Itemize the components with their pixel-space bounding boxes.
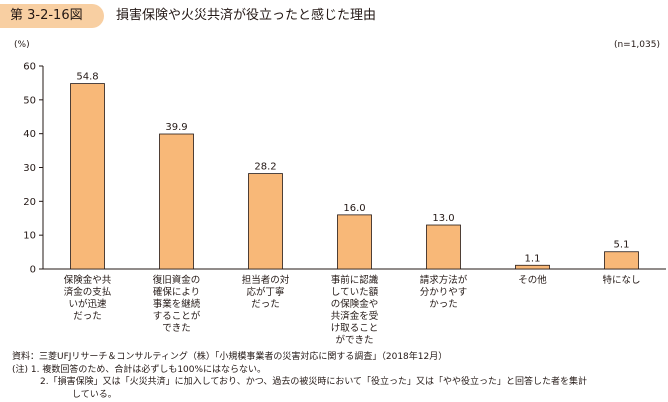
x-category-label-line: 保険金や共 (64, 274, 112, 286)
x-category-label-line: いが迅速 (68, 298, 107, 310)
x-category-label-line: 特になし (602, 274, 640, 286)
source-note: 資料：三菱UFJリサーチ＆コンサルティング（株）「小規模事業者の災害対応に関する… (12, 352, 448, 362)
bar (159, 133, 194, 270)
data-label: 16.0 (343, 203, 365, 214)
x-category-label-line: の保険金や (331, 298, 379, 310)
bar (426, 224, 461, 270)
bar (604, 251, 639, 270)
x-category-label-line: 復旧資金の (153, 274, 201, 286)
x-category-label-line: 担当者の対 (242, 274, 290, 286)
x-category-label: 事前に認識していた額の保険金や共済金を受け取ることができた (331, 274, 379, 346)
y-axis-unit-label: (%) (14, 40, 30, 50)
chart-notes: 資料：三菱UFJリサーチ＆コンサルティング（株）「小規模事業者の災害対応に関する… (12, 351, 587, 401)
x-category-label: 復旧資金の確保により事業を継続することができた (153, 274, 201, 334)
note-1: (注) 1. 複数回答のため、合計は必ずしも100%にはならない。 (12, 364, 267, 375)
bar (337, 214, 372, 270)
x-category-label: 特になし (602, 274, 640, 286)
x-category-label: その他 (518, 274, 547, 286)
y-tick-label: 40 (23, 129, 36, 140)
y-tick-label: 50 (23, 95, 36, 106)
x-category-label: 請求方法が分かりやすかった (420, 274, 468, 310)
y-tick-label: 60 (23, 62, 36, 73)
x-category-label-line: 共済金を受 (331, 310, 379, 322)
data-label: 28.2 (254, 162, 276, 173)
y-tick-label: 0 (30, 265, 36, 276)
bar (248, 173, 283, 270)
y-tick-label: 10 (23, 231, 36, 242)
x-category-label: 保険金や共済金の支払いが迅速だった (64, 274, 112, 322)
figure-title: 損害保険や火災共済が役立ったと感じた理由 (116, 8, 377, 23)
data-label: 13.0 (432, 213, 454, 224)
data-label: 39.9 (165, 122, 187, 133)
x-category-label-line: 確保により (153, 286, 200, 298)
y-tick-label: 30 (23, 163, 36, 174)
note-2-continued: している。 (72, 389, 117, 400)
x-category-label-line: 分かりやす (420, 287, 468, 298)
x-category-label-line: かった (429, 299, 458, 310)
y-tick-label: 20 (23, 197, 36, 208)
x-category-label-line: け取ること (331, 323, 379, 334)
x-category-label-line: 事前に認識 (331, 274, 379, 286)
data-label: 54.8 (76, 72, 98, 83)
x-category-label-line: 事業を継続 (153, 298, 201, 310)
data-label: 5.1 (614, 240, 630, 251)
x-category-label-line: できた (162, 323, 191, 334)
x-category-label-line: 済金の支払 (64, 286, 112, 298)
bar-chart: 010203040506054.8保険金や共済金の支払いが迅速だった39.9復旧… (23, 62, 666, 346)
x-category-label-line: その他 (518, 274, 547, 286)
x-category-label-line: することが (153, 310, 201, 322)
figure-number-badge: 第 3-2-16図 (0, 4, 104, 28)
bar (70, 83, 105, 270)
data-label: 1.1 (525, 253, 541, 264)
x-category-label-line: だった (73, 311, 102, 322)
x-category-label-line: だった (251, 299, 280, 310)
sample-size-label: (n=1,035) (613, 40, 660, 50)
note-2: 2.「損害保険」又は「火災共済」に加入しており、かつ、過去の被災時において「役立… (40, 377, 588, 387)
x-category-label-line: 請求方法が (420, 274, 468, 286)
x-category-label-line: 応が丁寧 (246, 286, 284, 298)
x-category-label-line: ができた (335, 334, 373, 346)
bar (515, 264, 550, 270)
x-category-label: 担当者の対応が丁寧だった (242, 274, 290, 310)
x-category-label-line: していた額 (331, 286, 379, 298)
